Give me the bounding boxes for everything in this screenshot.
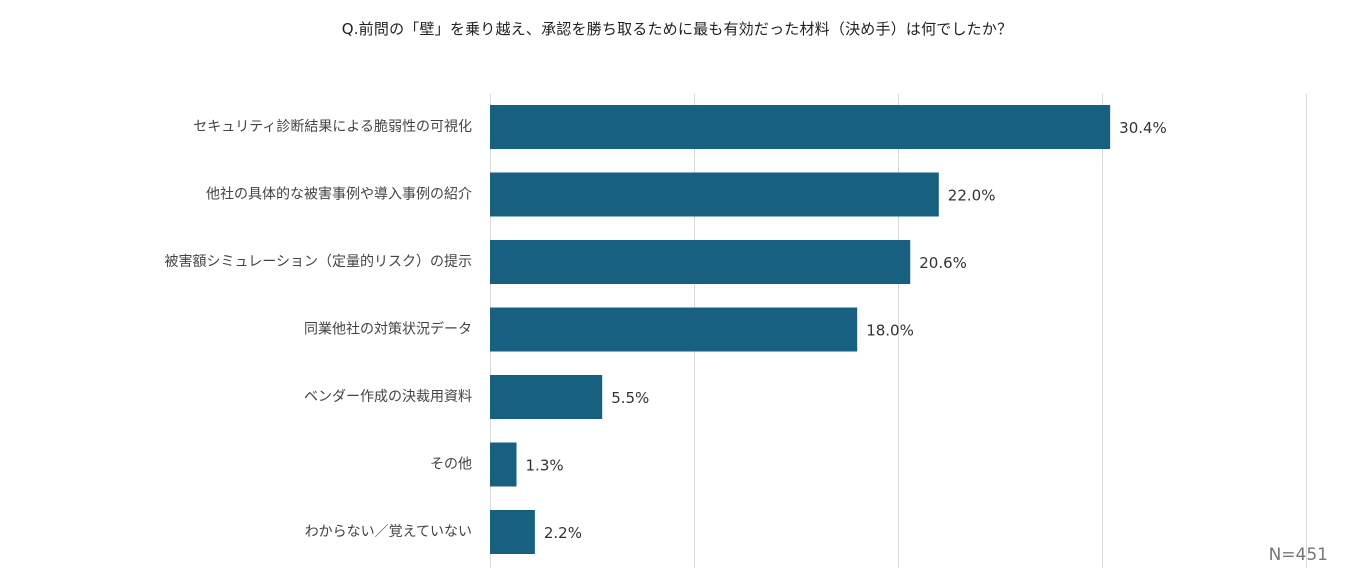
category-label: ベンダー作成の決裁用資料 — [304, 389, 472, 405]
category-label: 他社の具体的な被害事例や導入事例の紹介 — [206, 187, 472, 203]
bar — [490, 240, 911, 284]
category-label: その他 — [430, 457, 472, 473]
value-label: 5.5% — [611, 389, 649, 407]
bar — [490, 307, 858, 352]
category-label: 被害額シミュレーション（定量的リスク）の提示 — [165, 254, 472, 270]
bars — [490, 105, 1111, 554]
sample-size-note: N=451 — [1268, 545, 1328, 565]
value-label: 1.3% — [526, 457, 564, 475]
value-label: 20.6% — [919, 254, 967, 272]
category-label: 同業他社の対策状況データ — [304, 321, 472, 338]
value-label: 18.0% — [866, 322, 914, 340]
value-label: 2.2% — [544, 524, 582, 542]
bar — [490, 510, 535, 554]
category-labels: セキュリティ診断結果による脆弱性の可視化他社の具体的な被害事例や導入事例の紹介被… — [165, 118, 472, 540]
value-label: 22.0% — [948, 187, 996, 205]
value-labels: 30.4% 22.0% 20.6% 18.0% 5.5% 1.3% 2.2% — [526, 119, 1167, 542]
category-label: わからない／覚えていない — [305, 524, 472, 540]
bar — [490, 105, 1111, 149]
chart-title: Q.前問の「壁」を乗り越え、承認を勝ち取るために最も有効だった材料（決め手）は何… — [341, 20, 1013, 38]
bar — [490, 375, 603, 419]
bar — [490, 172, 939, 217]
bar — [490, 442, 517, 487]
value-label: 30.4% — [1119, 119, 1167, 137]
category-label: セキュリティ診断結果による脆弱性の可視化 — [193, 118, 472, 135]
